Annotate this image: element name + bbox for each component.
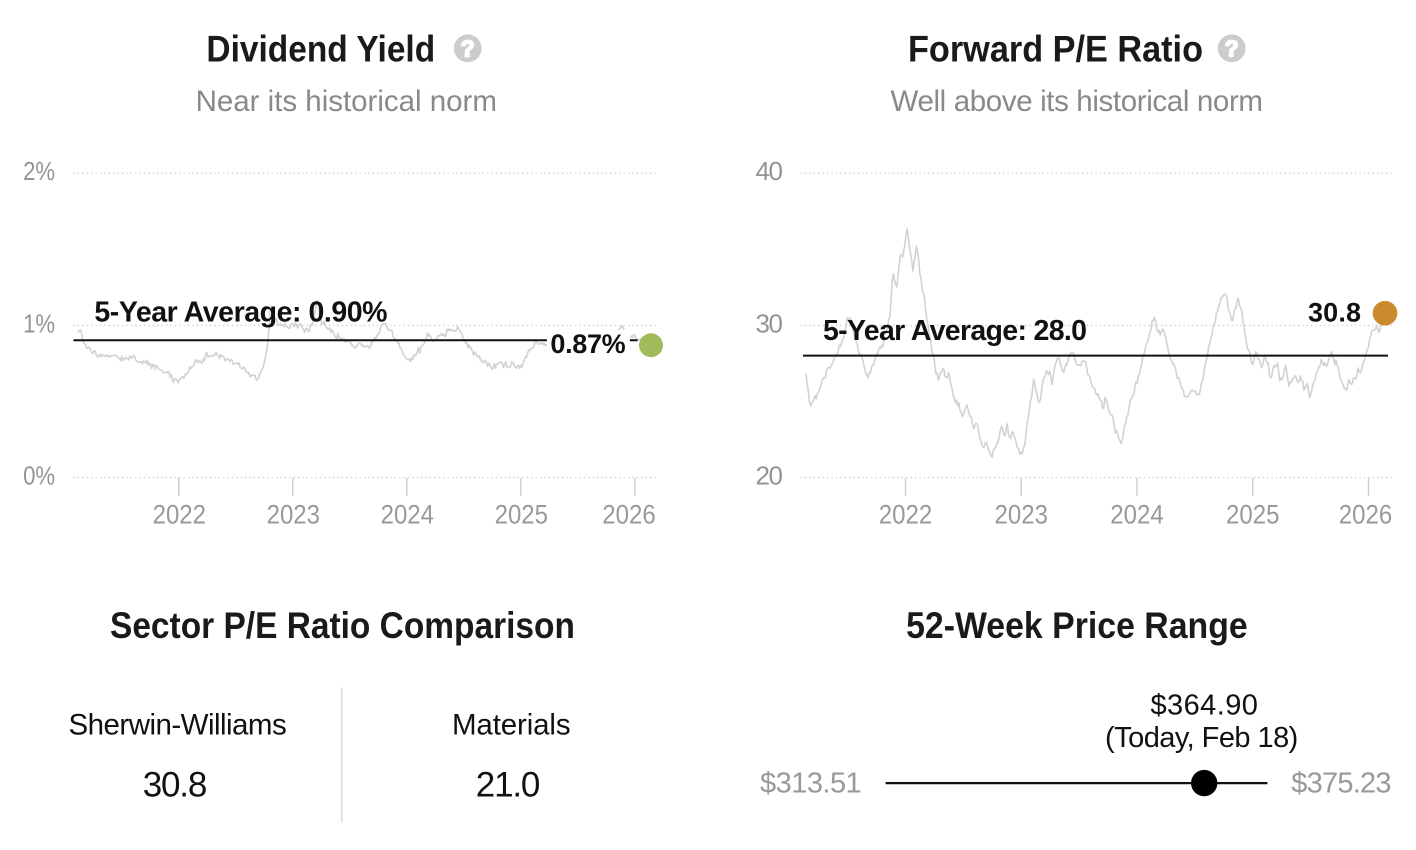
svg-text:2025: 2025 <box>495 500 548 530</box>
svg-text:$313.51: $313.51 <box>760 767 862 799</box>
svg-text:5-Year Average: 28.0: 5-Year Average: 28.0 <box>823 315 1087 347</box>
svg-text:(Today, Feb 18): (Today, Feb 18) <box>1105 722 1298 754</box>
svg-text:2022: 2022 <box>153 500 206 530</box>
svg-text:21.0: 21.0 <box>476 765 541 804</box>
svg-text:2023: 2023 <box>267 500 320 530</box>
svg-text:0%: 0% <box>23 461 55 491</box>
svg-text:2025: 2025 <box>1226 500 1279 530</box>
svg-text:30.8: 30.8 <box>143 765 208 804</box>
svg-text:$364.90: $364.90 <box>1151 689 1258 721</box>
svg-text:Forward P/E Ratio: Forward P/E Ratio <box>908 29 1203 70</box>
svg-text:2022: 2022 <box>879 500 932 530</box>
svg-text:30: 30 <box>756 308 784 338</box>
svg-text:Dividend Yield: Dividend Yield <box>206 29 435 70</box>
svg-text:30.8: 30.8 <box>1308 297 1361 327</box>
svg-text:Sherwin-Williams: Sherwin-Williams <box>69 709 287 742</box>
svg-text:Well above its historical norm: Well above its historical norm <box>891 85 1264 118</box>
svg-text:52-Week Price Range: 52-Week Price Range <box>906 605 1248 646</box>
svg-text:2%: 2% <box>23 156 55 186</box>
svg-text:20: 20 <box>756 461 784 491</box>
svg-text:2024: 2024 <box>381 500 434 530</box>
svg-text:2026: 2026 <box>602 500 655 530</box>
svg-text:1%: 1% <box>23 308 55 338</box>
svg-text:$375.23: $375.23 <box>1291 767 1391 799</box>
svg-text:0.87%: 0.87% <box>550 329 625 359</box>
svg-text:Near its historical norm: Near its historical norm <box>196 85 497 118</box>
svg-text:2023: 2023 <box>995 500 1048 530</box>
svg-text:?: ? <box>461 36 475 62</box>
svg-text:40: 40 <box>756 156 784 186</box>
svg-text:2024: 2024 <box>1110 500 1163 530</box>
svg-text:2026: 2026 <box>1339 500 1392 530</box>
svg-text:5-Year Average: 0.90%: 5-Year Average: 0.90% <box>94 297 387 329</box>
svg-text:Sector P/E Ratio Comparison: Sector P/E Ratio Comparison <box>110 605 575 646</box>
svg-text:Materials: Materials <box>452 709 571 742</box>
svg-text:?: ? <box>1225 36 1239 62</box>
